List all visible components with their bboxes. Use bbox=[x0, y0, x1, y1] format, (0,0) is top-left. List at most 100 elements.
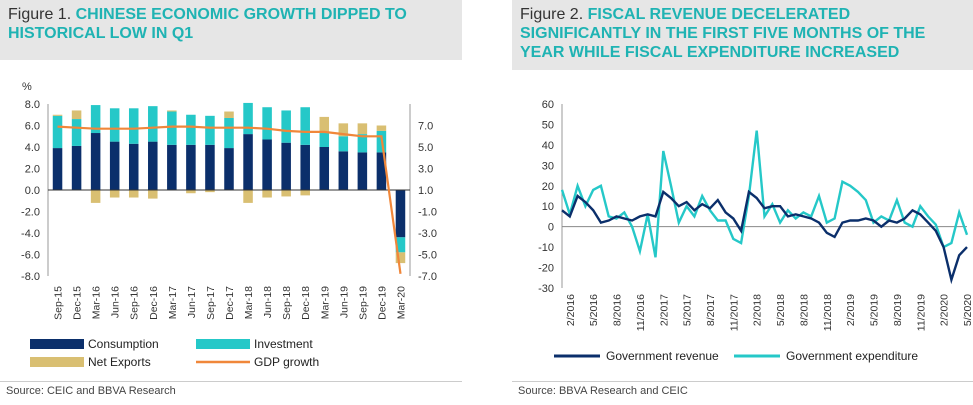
investment-bar bbox=[357, 134, 368, 153]
x-tick-label: Dec-18 bbox=[300, 286, 312, 320]
y-tick-label: 60 bbox=[542, 99, 554, 111]
investment-bar bbox=[52, 115, 63, 149]
figure-1-title: Figure 1. CHINESE ECONOMIC GROWTH DIPPED… bbox=[0, 0, 462, 60]
y-tick-label: 50 bbox=[542, 119, 554, 131]
consumption-bar bbox=[224, 148, 234, 190]
investment-bar bbox=[167, 111, 177, 145]
consumption-bar bbox=[243, 134, 253, 190]
legend-swatch bbox=[30, 357, 84, 367]
y2-tick-label: 5.0 bbox=[418, 142, 433, 154]
consumption-bar bbox=[148, 141, 158, 190]
investment-bar bbox=[262, 107, 272, 140]
figure-1-source: Source: CEIC and BBVA Research bbox=[6, 385, 176, 397]
x-tick-label: Dec-17 bbox=[224, 286, 236, 320]
x-tick-label: Mar-20 bbox=[395, 286, 407, 319]
y2-tick-label: -1.0 bbox=[418, 207, 437, 219]
y-tick-label: -8.0 bbox=[21, 271, 40, 283]
consumption-bar bbox=[128, 143, 139, 190]
y2-tick-label: -5.0 bbox=[418, 250, 437, 262]
expenditure-line bbox=[560, 130, 969, 258]
net-exports-bar bbox=[281, 190, 291, 197]
net-exports-bar bbox=[338, 123, 349, 137]
y-tick-label: -2.0 bbox=[21, 207, 40, 219]
x-tick-label: Dec-19 bbox=[376, 286, 388, 320]
x-tick-label: 5/2019 bbox=[869, 294, 881, 326]
y-tick-label: -20 bbox=[538, 263, 554, 275]
net-exports-bar bbox=[52, 114, 63, 116]
y-tick-label: 6.0 bbox=[25, 121, 40, 133]
net-exports-bar bbox=[300, 190, 310, 196]
x-tick-label: Sep-16 bbox=[129, 286, 141, 320]
x-tick-label: Jun-18 bbox=[262, 286, 274, 318]
net-exports-bar bbox=[319, 116, 330, 134]
investment-bar bbox=[281, 110, 291, 143]
net-exports-bar bbox=[90, 190, 101, 203]
consumption-bar bbox=[109, 141, 120, 190]
investment-bar bbox=[300, 107, 310, 145]
net-exports-bar bbox=[186, 190, 196, 194]
x-tick-label: Sep-17 bbox=[205, 286, 217, 320]
net-exports-bar bbox=[262, 190, 272, 198]
consumption-bar bbox=[319, 147, 330, 190]
consumption-bar bbox=[281, 142, 291, 190]
net-exports-bar bbox=[109, 190, 120, 198]
net-exports-bar bbox=[357, 123, 368, 135]
y-tick-label: -10 bbox=[538, 242, 554, 254]
consumption-bar bbox=[205, 144, 215, 190]
consumption-bar bbox=[338, 151, 349, 190]
consumption-bar bbox=[395, 190, 406, 238]
investment-bar bbox=[224, 117, 234, 149]
y-tick-label: -6.0 bbox=[21, 250, 40, 262]
x-tick-label: 11/2019 bbox=[915, 294, 927, 331]
investment-bar bbox=[338, 136, 349, 152]
legend-label: GDP growth bbox=[254, 355, 319, 369]
x-tick-label: Mar-19 bbox=[319, 286, 331, 319]
y-tick-label: 30 bbox=[542, 160, 554, 172]
consumption-bar bbox=[300, 144, 310, 190]
x-tick-label: 2/2017 bbox=[658, 294, 670, 326]
figure-2-title: Figure 2. FISCAL REVENUE DECELERATED SIG… bbox=[512, 0, 973, 70]
x-tick-label: 8/2016 bbox=[612, 294, 624, 326]
investment-bar bbox=[128, 108, 139, 144]
x-tick-label: Mar-17 bbox=[167, 286, 179, 319]
net-exports-bar bbox=[243, 190, 253, 203]
x-tick-label: Jun-16 bbox=[110, 286, 122, 318]
x-tick-label: Mar-16 bbox=[91, 286, 103, 319]
net-exports-bar bbox=[395, 252, 406, 264]
legend-label: Net Exports bbox=[88, 355, 151, 369]
left-source-divider bbox=[0, 381, 462, 382]
x-tick-label: 11/2017 bbox=[728, 294, 740, 331]
x-tick-label: 8/2017 bbox=[705, 294, 717, 326]
gdp-contribution-chart: % 8.0 6.0 4.0 2.0 0.0 -2.0 -4.0 -6.0 -8.0 7.0 5.0 3.… bbox=[21, 81, 437, 369]
net-exports-bar bbox=[376, 125, 387, 131]
right-source-divider bbox=[512, 381, 973, 382]
investment-bar bbox=[319, 133, 330, 147]
y2-tick-label: 1.0 bbox=[418, 185, 433, 197]
investment-bar bbox=[71, 119, 82, 146]
legend-label: Government expenditure bbox=[786, 349, 918, 363]
legend-swatch bbox=[196, 339, 250, 349]
x-tick-label: Dec-16 bbox=[148, 286, 160, 320]
x-tick-label: 5/2016 bbox=[588, 294, 600, 326]
gdp-growth-line bbox=[57, 125, 402, 274]
consumption-bar bbox=[357, 152, 368, 190]
x-tick-label: Mar-18 bbox=[243, 286, 255, 319]
revenue-line bbox=[561, 189, 968, 285]
x-tick-label: 2/2020 bbox=[939, 294, 951, 326]
y-tick-label: 20 bbox=[542, 181, 554, 193]
figure-1-label: Figure 1. bbox=[8, 6, 72, 23]
net-exports-bar bbox=[71, 110, 82, 120]
y-tick-label: 10 bbox=[542, 201, 554, 213]
y-tick-label: 40 bbox=[542, 140, 554, 152]
y-tick-label: 0 bbox=[548, 222, 554, 234]
y-tick-label: -30 bbox=[538, 283, 554, 295]
x-tick-label: 11/2018 bbox=[822, 294, 834, 331]
investment-bar bbox=[186, 114, 196, 145]
y-tick-label: 0.0 bbox=[25, 185, 40, 197]
figure-2-heading: FISCAL REVENUE DECELERATED SIGNIFICANTLY… bbox=[520, 6, 926, 61]
x-tick-label: Sep-19 bbox=[357, 286, 369, 320]
investment-bar bbox=[205, 115, 215, 145]
x-tick-label: Jun-19 bbox=[338, 286, 350, 318]
legend-label: Consumption bbox=[88, 337, 159, 351]
net-exports-bar bbox=[148, 190, 158, 199]
